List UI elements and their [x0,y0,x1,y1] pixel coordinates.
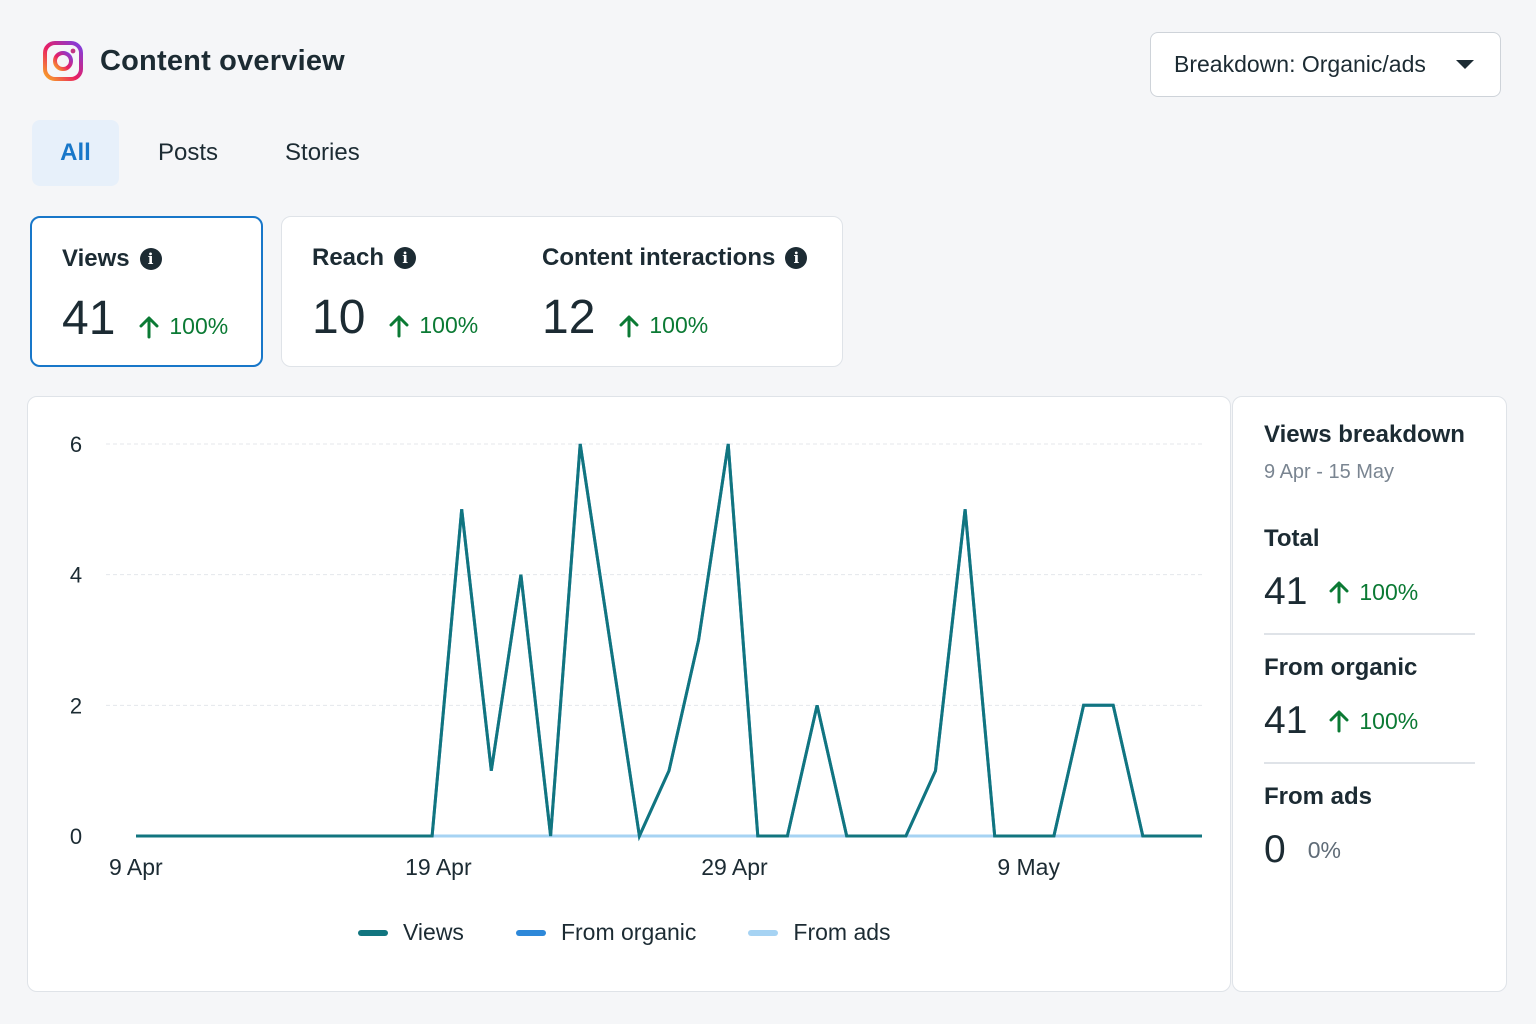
metric-label-text: Views [62,245,130,272]
views-breakdown-card: Views breakdown 9 Apr - 15 May Total 41 … [1232,396,1507,992]
info-icon[interactable]: i [785,247,808,269]
metric-change: 100% [389,314,478,338]
legend-item-ads[interactable]: From ads [748,919,891,946]
breakdown-label: Breakdown: Organic/ads [1174,51,1426,77]
metric-number: 12 [542,291,596,344]
ads-value: 0 0% [1264,828,1341,872]
page-header: Content overview [42,40,345,82]
x-tick-label: 29 Apr [701,854,768,880]
y-tick-label: 2 [70,693,82,718]
arrow-up-icon [1329,581,1349,604]
legend-item-organic[interactable]: From organic [515,919,697,946]
metric-card-interactions[interactable]: Content interactions i 12 100% [522,217,842,365]
total-value: 41 100% [1264,570,1418,614]
series-line-from-organic[interactable] [136,443,1202,842]
x-tick-label: 9 May [997,854,1060,880]
tab-stories[interactable]: Stories [285,139,360,166]
metric-card-views[interactable]: Views i 41 100% [30,216,263,367]
instagram-icon [43,41,83,81]
breakdown-dropdown[interactable]: Breakdown: Organic/ads [1150,32,1501,97]
metric-value-views: 41 100% [62,295,228,343]
metric-change: 100% [619,314,708,338]
legend-item-views[interactable]: Views [358,919,464,946]
metric-label-reach: Reach i [312,244,417,272]
arrow-up-icon [619,315,639,338]
total-change: 100% [1329,579,1418,606]
date-range: 9 Apr - 15 May [1264,461,1395,483]
metric-label-text: Reach [312,244,385,271]
y-tick-label: 4 [70,563,82,588]
x-tick-label: 19 Apr [405,854,472,880]
metric-change-text: 100% [649,312,709,338]
legend-swatch [515,929,546,936]
legend-label: Views [403,919,464,945]
total-number: 41 [1264,570,1308,613]
metric-number: 41 [62,292,116,345]
y-tick-label: 6 [70,432,82,457]
tab-all[interactable]: All [32,120,119,186]
metric-change: 100% [139,315,228,339]
metric-card-reach[interactable]: Reach i 10 100% [282,217,522,365]
legend-swatch [748,929,779,936]
divider [1264,633,1475,635]
legend-swatch [358,929,388,936]
breakdown-title: Views breakdown [1264,421,1465,448]
chevron-down-icon [1456,60,1474,69]
metric-label-interactions: Content interactions i [542,244,808,272]
metric-value-interactions: 12 100% [542,294,708,342]
arrow-up-icon [139,316,159,339]
content-tabs: All Posts Stories [32,120,360,186]
total-label: Total [1264,525,1320,552]
views-line-chart[interactable]: 0 2 4 6 9 Apr 19 Apr 29 Apr 9 May [28,397,1228,907]
metric-number: 10 [312,291,366,344]
metric-card-group: Reach i 10 100% Content interactions i 1… [281,216,843,367]
series-line-views[interactable] [136,443,1202,842]
arrow-up-icon [389,315,409,338]
x-tick-label: 9 Apr [109,854,163,880]
legend-label: From organic [560,919,697,945]
arrow-up-icon [1329,710,1349,733]
organic-change-text: 100% [1359,707,1419,734]
metric-change-text: 100% [419,312,479,338]
organic-label: From organic [1264,654,1418,681]
y-tick-label: 0 [70,824,82,849]
ads-number: 0 [1264,828,1286,871]
page-title: Content overview [100,44,345,77]
info-icon[interactable]: i [394,247,417,269]
views-chart-card: 0 2 4 6 9 Apr 19 Apr 29 Apr 9 May Views From or… [27,396,1231,992]
total-change-text: 100% [1359,578,1419,605]
ads-change-text: 0% [1307,836,1341,863]
legend-label: From ads [793,919,891,945]
organic-change: 100% [1329,708,1418,735]
chart-legend: Views From organic From ads [358,919,943,946]
tab-posts[interactable]: Posts [158,139,219,166]
ads-change: 0% [1308,837,1341,864]
metric-value-reach: 10 100% [312,294,478,342]
metric-label-views: Views i [62,245,162,273]
ads-label: From ads [1264,783,1373,810]
organic-value: 41 100% [1264,699,1418,743]
metric-change-text: 100% [169,313,229,339]
info-icon[interactable]: i [139,248,162,270]
divider [1264,762,1475,764]
organic-number: 41 [1264,699,1308,742]
metric-label-text: Content interactions [542,244,776,271]
